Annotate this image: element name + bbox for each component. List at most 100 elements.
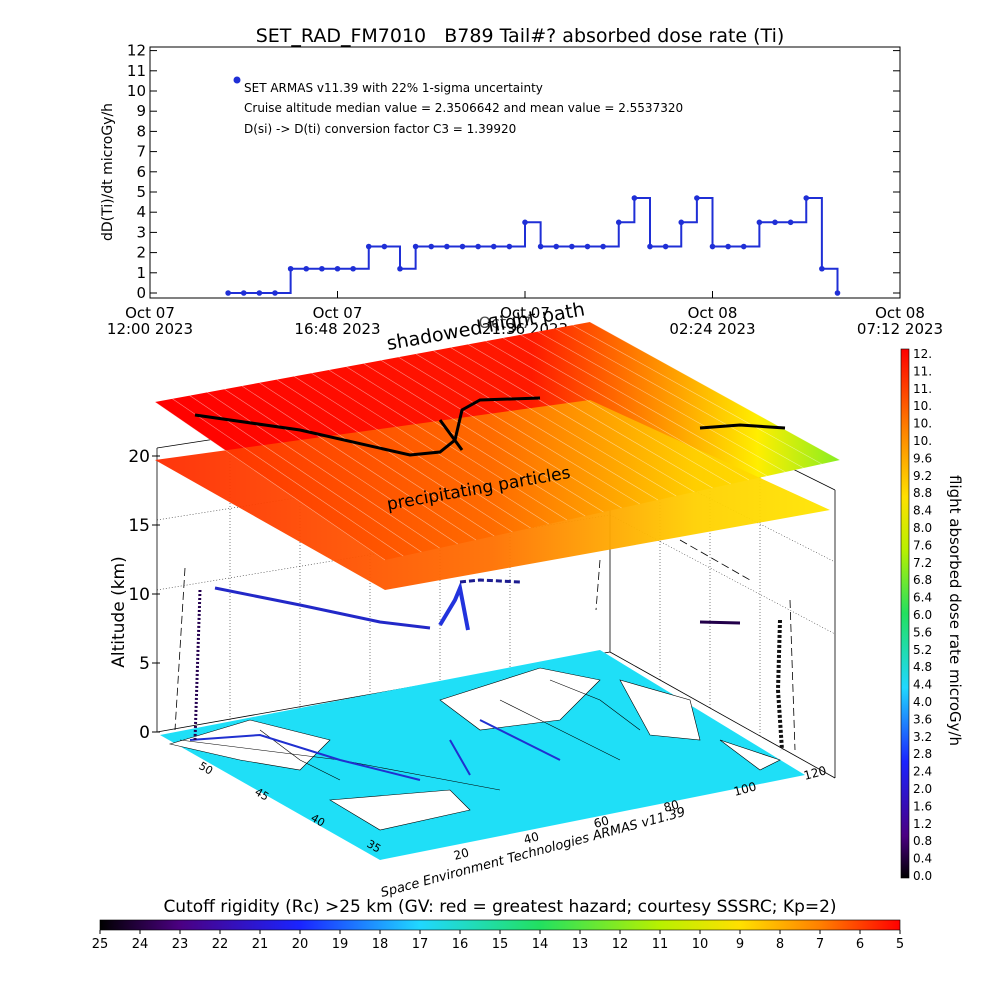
dose-colorbar-tick-label: 9.2: [913, 469, 932, 483]
dose-colorbar-ticks: 12. 11. 11. 10. 10. 10. 9.6 9.2 8.8 8.4 8.0 7.6 7.2 6…: [913, 347, 932, 883]
timeseries-y-axis-label: dD(Ti)/dt microGy/h: [100, 103, 116, 241]
y-tick-label: 6: [136, 163, 146, 181]
series-point: [412, 243, 419, 250]
rigidity-tick-label: 11: [652, 937, 669, 952]
series-point: [303, 265, 310, 272]
longitude-tick-label: 40: [522, 829, 540, 846]
series-point: [569, 243, 575, 250]
series-point: [803, 195, 810, 201]
rigidity-tick-label: 25: [92, 937, 109, 952]
plane-hatch-line: [537, 331, 786, 473]
plane-hatch-line: [468, 344, 713, 489]
series-point: [772, 219, 778, 226]
rigidity-tick-label: 12: [612, 937, 629, 952]
dose-colorbar-tick-label: 10.: [913, 417, 932, 431]
altitude-tick-label: 15: [128, 516, 150, 536]
top-plane-flight-track: [194, 396, 786, 457]
rigidity-tick-label: 22: [212, 937, 229, 952]
series-point: [584, 243, 591, 250]
x-tick-label-date: Oct 07: [313, 304, 363, 322]
rigidity-tick-label: 15: [492, 937, 509, 952]
y-tick-label: 0: [136, 284, 146, 302]
altitude-axis-label: Altitude (km): [109, 556, 129, 668]
timeseries-series: [225, 195, 841, 296]
plane-hatch-line: [555, 328, 804, 469]
ground-map-land: [168, 667, 781, 831]
rigidity-tick-label: 20: [292, 937, 309, 952]
plane-hatch-line: [311, 372, 549, 525]
altitude-ticks: 0 5 10 15 20: [128, 447, 160, 743]
y-tick-label: 11: [127, 62, 146, 80]
dose-colorbar-tick-label: 10.: [913, 434, 932, 448]
series-point: [553, 243, 560, 250]
annotation-conversion-factor: D(si) -> D(ti) conversion factor C3 = 1.…: [244, 122, 516, 136]
rigidity-tick-label: 18: [372, 937, 389, 952]
rigidity-tick-label: 13: [572, 937, 589, 952]
longitude-tick-label: 80: [662, 797, 680, 814]
x-tick-label-time: 07:12 2023: [857, 320, 943, 338]
flight-path-altitude: [193, 578, 784, 751]
rigidity-tick-label: 7: [816, 937, 824, 952]
plane-hatch-line: [589, 321, 841, 461]
longitude-tick-label: 100: [732, 779, 758, 798]
series-point: [819, 265, 825, 272]
longitude-ticks: 20 40 60 80 100 120: [452, 763, 828, 862]
series-point: [506, 243, 513, 250]
rigidity-tick-label: 14: [532, 937, 549, 952]
series-point: [631, 195, 638, 201]
plane-hatch-line: [172, 398, 404, 557]
series-point: [428, 243, 435, 250]
dose-colorbar-tick-label: 1.2: [913, 817, 932, 831]
dose-colorbar-tick-label: 5.2: [913, 643, 932, 657]
plane-hatch-line: [154, 401, 386, 561]
annotation-armas-version: SET ARMAS v11.39 with 22% 1-sigma uncert…: [244, 81, 543, 95]
series-point: [537, 243, 544, 250]
dose-colorbar-label: flight absorbed dose rate microGy/h: [946, 475, 964, 746]
series-point: [225, 290, 231, 296]
label-overlap-oct07: Oct 07: [478, 313, 531, 332]
flight-path-projection: [174, 539, 796, 751]
rigidity-tick-label: 21: [252, 937, 269, 952]
dose-colorbar-tick-label: 0.0: [913, 869, 932, 883]
y-tick-label: 10: [127, 82, 146, 100]
dose-colorbar-tick-label: 7.6: [913, 538, 932, 552]
plane-hatch-line: [433, 350, 677, 497]
series-point: [709, 243, 716, 250]
dose-colorbar-tick-label: 0.4: [913, 852, 932, 866]
altitude-tick-label: 5: [139, 654, 150, 674]
y-tick-label: 4: [136, 203, 146, 221]
dose-colorbar-tick-label: 1.6: [913, 799, 932, 813]
plane-hatch-line: [241, 385, 477, 541]
plane-hatch-line: [207, 392, 440, 549]
series-point: [256, 290, 263, 296]
series-point: [787, 219, 794, 226]
dose-colorbar-tick-label: 10.: [913, 399, 932, 413]
series-point: [834, 290, 841, 296]
series-point: [662, 243, 669, 250]
series-point: [287, 265, 294, 272]
dose-colorbar-tick-label: 12.: [913, 347, 932, 361]
rigidity-tick-label: 10: [692, 937, 709, 952]
dose-colorbar-tick-label: 7.2: [913, 556, 932, 570]
plane-hatch-line: [398, 356, 640, 505]
rigidity-colorbar-ticks: 25 24 23 22 21 20 19 18 17 16 15 14 13 12 11 10 9 8 7 6 5: [92, 930, 904, 952]
plane-hatch-line: [502, 337, 750, 481]
altitude-tick-label: 20: [128, 447, 150, 467]
plane-hatch-line: [450, 347, 695, 493]
series-point: [615, 219, 622, 226]
ground-flight-shadow: [189, 719, 561, 781]
series-point: [459, 243, 466, 250]
rigidity-tick-label: 16: [452, 937, 469, 952]
dose-colorbar-tick-label: 0.8: [913, 834, 932, 848]
plane-hatch-line: [294, 376, 531, 529]
y-tick-label: 12: [127, 42, 146, 60]
x-tick-label-time: 16:48 2023: [294, 320, 380, 338]
dose-colorbar-tick-label: 4.0: [913, 695, 932, 709]
series-point: [522, 219, 528, 226]
x-tick-label-date: Oct 07: [500, 304, 550, 322]
dose-colorbar-tick-label: 6.0: [913, 608, 932, 622]
rigidity-tick-label: 17: [412, 937, 429, 952]
series-point: [365, 243, 372, 250]
